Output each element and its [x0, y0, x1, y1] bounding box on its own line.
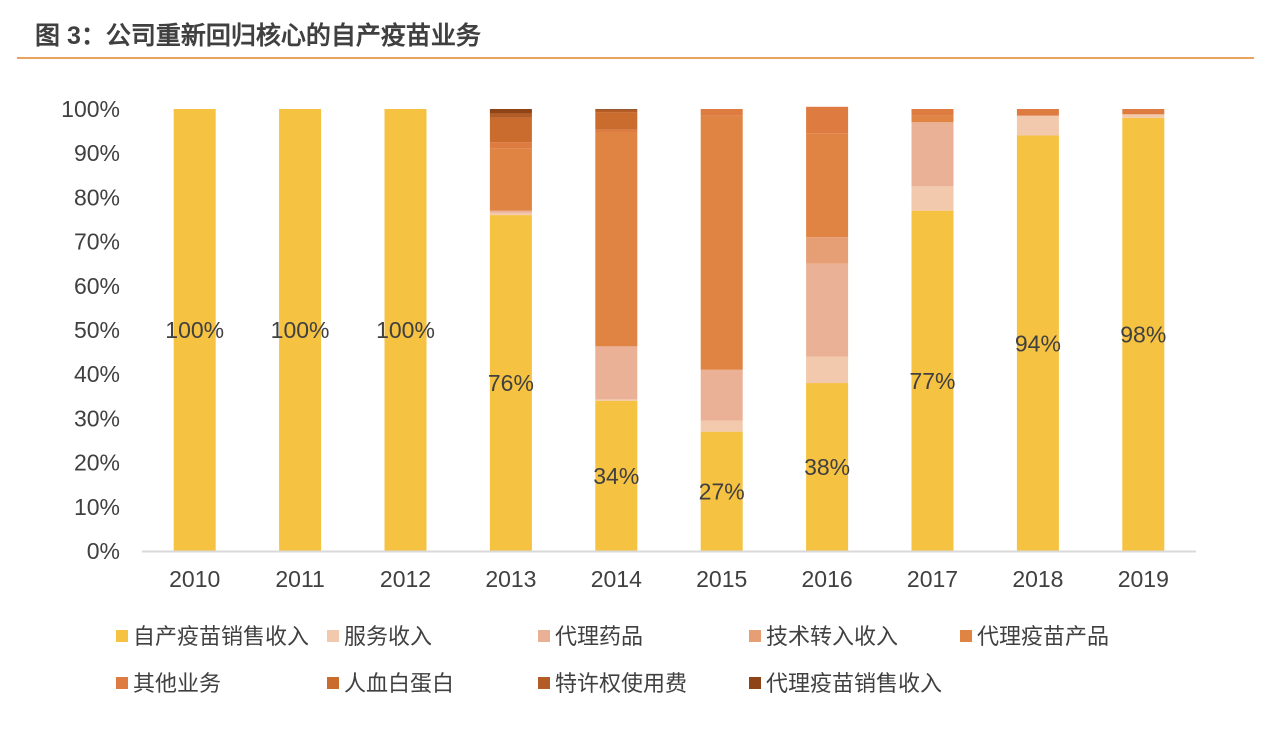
data-label: 38% — [804, 454, 850, 480]
bar-segment — [1016, 109, 1059, 116]
bar-segment — [911, 109, 954, 116]
data-label: 76% — [488, 370, 534, 396]
legend-swatch — [538, 677, 550, 689]
bar-segment — [1016, 115, 1059, 136]
y-tick-label: 90% — [74, 140, 120, 166]
x-axis-ticks: 2010 2011 2012 2013 2014 2015 2016 2017 2018 2019 — [169, 566, 1169, 592]
bar-segment — [489, 109, 532, 114]
x-tick-label: 2019 — [1118, 566, 1169, 592]
legend-label: 代理疫苗销售收入 — [766, 671, 942, 696]
x-tick-label: 2013 — [485, 566, 536, 592]
y-tick-label: 20% — [74, 450, 120, 476]
bar-segment — [595, 131, 638, 347]
legend-label: 代理药品 — [555, 624, 643, 649]
bar-segment — [489, 142, 532, 149]
bar-segment — [806, 133, 849, 238]
bar-segment — [489, 212, 532, 216]
bar-segment — [595, 400, 638, 551]
legend-swatch — [960, 630, 972, 642]
y-tick-label: 60% — [74, 273, 120, 299]
x-tick-label: 2012 — [380, 566, 431, 592]
bar-segment — [595, 109, 638, 110]
bar-segment — [595, 129, 638, 132]
legend-label: 其他业务 — [133, 671, 221, 696]
bar-segment — [595, 399, 638, 401]
figure-title: 图 3：公司重新回归核心的自产疫苗业务 — [35, 22, 481, 50]
bars — [173, 106, 1165, 551]
y-tick-label: 80% — [74, 184, 120, 210]
x-tick-label: 2011 — [275, 566, 324, 592]
y-tick-label: 40% — [74, 361, 120, 387]
legend-swatch — [116, 630, 128, 642]
bar-segment — [700, 369, 743, 421]
bar-segment — [806, 356, 849, 384]
bar-segment — [384, 109, 427, 551]
legend-swatch — [749, 677, 761, 689]
bar-segment — [1016, 135, 1059, 551]
bar-segment — [489, 215, 532, 551]
legend-swatch — [749, 630, 761, 642]
bar-segment — [700, 431, 743, 551]
x-tick-label: 2014 — [591, 566, 642, 592]
bar-segment — [911, 186, 954, 211]
legend-label: 自产疫苗销售收入 — [133, 624, 309, 649]
legend-label: 人血白蛋白 — [344, 671, 454, 696]
data-label: 77% — [909, 368, 955, 394]
bar-segment — [806, 383, 849, 551]
bar-segment — [806, 263, 849, 357]
y-tick-label: 10% — [74, 494, 120, 520]
bar-segment — [279, 109, 322, 551]
bar-segment — [911, 115, 954, 123]
y-tick-label: 0% — [87, 538, 120, 564]
y-axis-ticks: 0% 10% 20% 30% 40% 50% 60% 70% 80% 90% 100% — [61, 96, 120, 564]
legend-swatch — [327, 677, 339, 689]
data-label: 34% — [593, 463, 639, 489]
bar-segment — [595, 346, 638, 400]
bar-segment — [1122, 117, 1165, 551]
legend-label: 服务收入 — [344, 624, 432, 649]
bar-segment — [700, 109, 743, 116]
bar-segment — [700, 420, 743, 432]
bar-segment — [1122, 114, 1165, 118]
x-tick-label: 2016 — [802, 566, 853, 592]
y-tick-label: 70% — [74, 229, 120, 255]
legend-swatch — [116, 677, 128, 689]
data-label: 100% — [271, 317, 330, 343]
bar-segment — [595, 112, 638, 130]
bar-segment — [806, 237, 849, 264]
y-tick-label: 100% — [61, 96, 120, 122]
bar-segment — [173, 109, 216, 551]
legend-label: 技术转入收入 — [766, 624, 898, 649]
data-label: 27% — [699, 478, 745, 504]
bar-segment — [806, 106, 849, 134]
data-label: 94% — [1015, 330, 1061, 356]
bar-segment — [700, 115, 743, 370]
bar-segment — [489, 148, 532, 211]
x-tick-label: 2010 — [169, 566, 220, 592]
legend-label: 代理疫苗产品 — [977, 624, 1109, 649]
bar-segment — [489, 210, 532, 213]
data-labels: 100% 100% 100% 76% 34% 27% 38% 77% 94% 98% — [165, 317, 1166, 504]
legend-label: 特许权使用费 — [555, 671, 687, 696]
bar-segment — [911, 122, 954, 187]
title-divider — [17, 57, 1254, 59]
legend-swatch — [327, 630, 339, 642]
data-label: 98% — [1120, 321, 1166, 347]
data-label: 100% — [165, 317, 224, 343]
bar-segment — [595, 109, 638, 113]
bar-segment — [489, 117, 532, 143]
bar-segment — [1122, 109, 1165, 115]
data-label: 100% — [376, 317, 435, 343]
x-tick-label: 2018 — [1012, 566, 1063, 592]
legend-swatch — [538, 630, 550, 642]
x-tick-label: 2017 — [907, 566, 958, 592]
bar-segment — [911, 210, 954, 551]
y-tick-label: 50% — [74, 317, 120, 343]
y-tick-label: 30% — [74, 405, 120, 431]
x-tick-label: 2015 — [696, 566, 747, 592]
bar-segment — [489, 113, 532, 118]
